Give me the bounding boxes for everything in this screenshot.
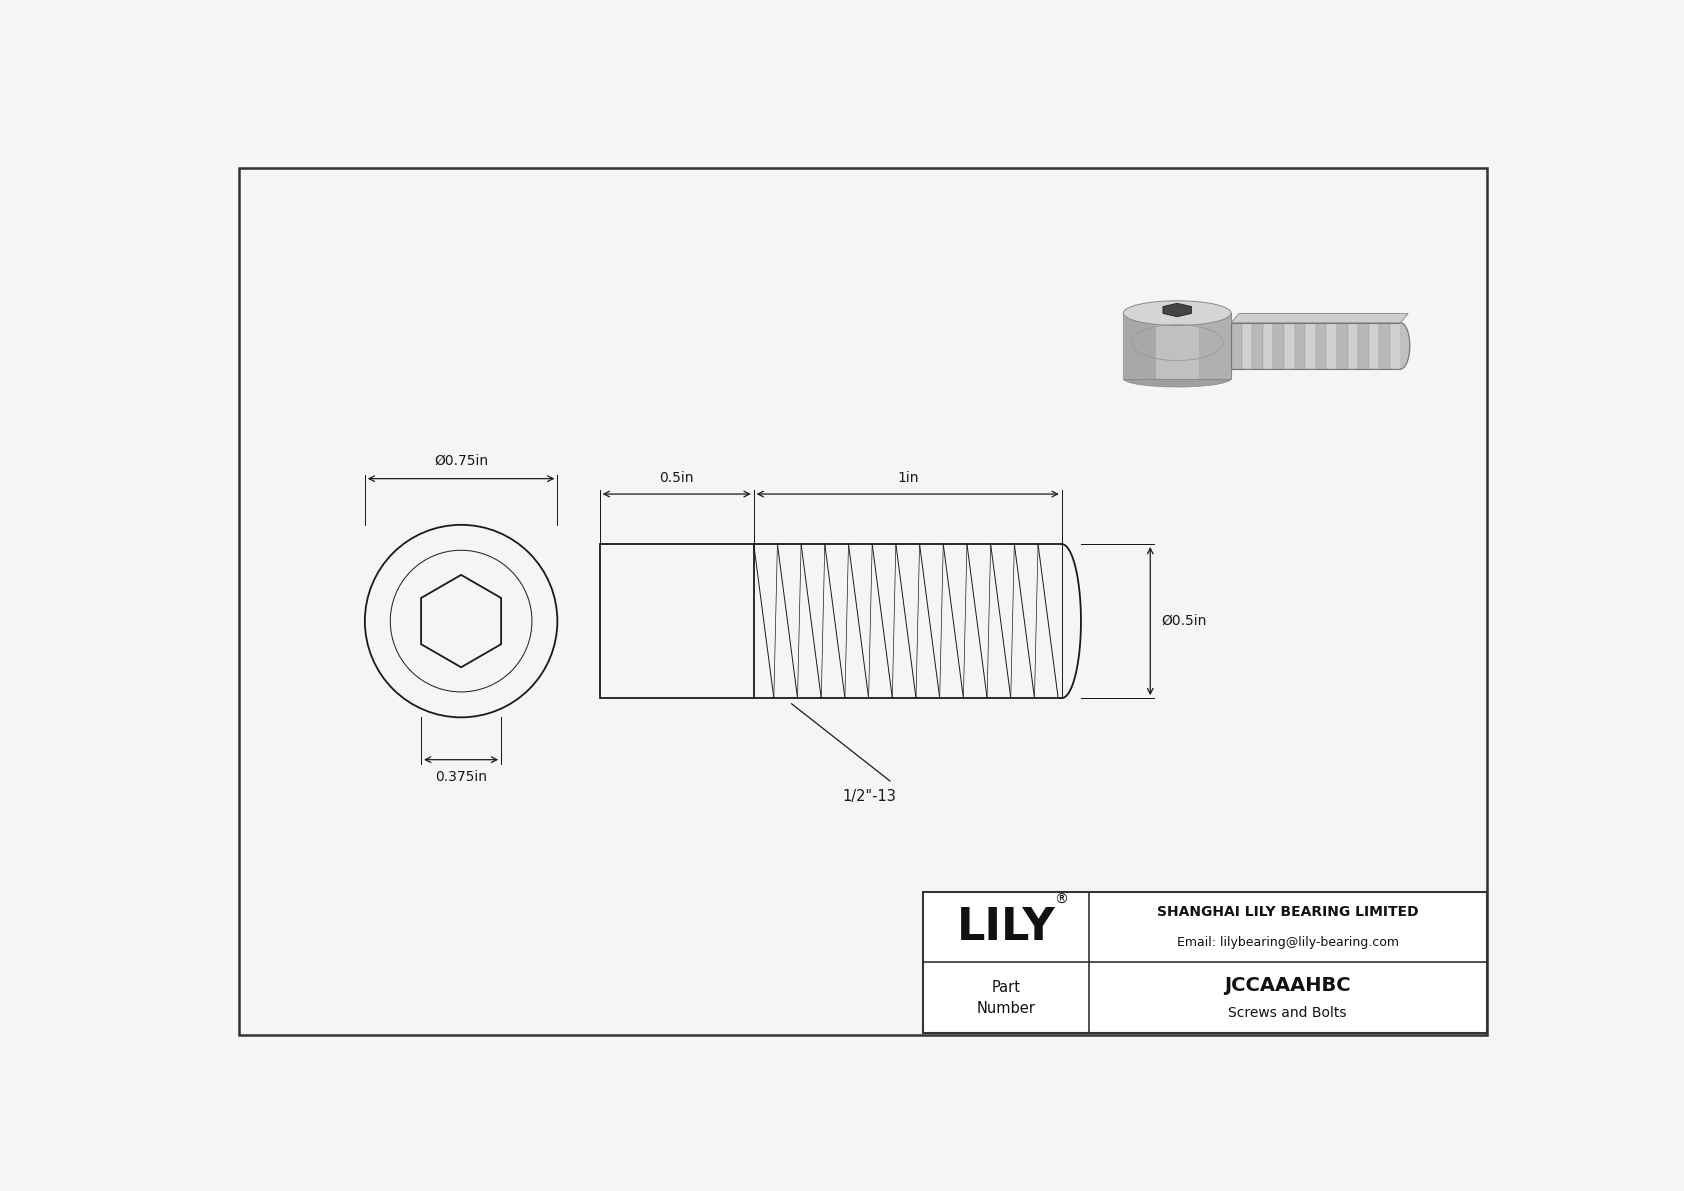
Bar <box>1231 323 1241 369</box>
Bar <box>1241 323 1253 369</box>
Bar <box>1273 323 1283 369</box>
Text: JCCAAAHBC: JCCAAAHBC <box>1224 975 1351 994</box>
Text: 1/2"-13: 1/2"-13 <box>842 788 896 804</box>
Bar <box>1327 323 1337 369</box>
Polygon shape <box>1164 304 1191 317</box>
Bar <box>1123 313 1231 379</box>
Bar <box>923 892 1487 1033</box>
Bar <box>1295 323 1305 369</box>
Bar <box>1305 323 1315 369</box>
Text: Screws and Bolts: Screws and Bolts <box>1228 1006 1347 1019</box>
Bar <box>1253 323 1263 369</box>
Bar <box>1199 313 1231 379</box>
Bar <box>1389 323 1401 369</box>
Text: 1in: 1in <box>898 470 918 485</box>
Bar <box>1231 323 1401 369</box>
Bar <box>1283 323 1295 369</box>
Bar <box>600 544 754 698</box>
Bar <box>1123 313 1155 379</box>
Polygon shape <box>1231 313 1408 323</box>
Ellipse shape <box>1123 370 1231 387</box>
Bar <box>1379 323 1389 369</box>
Bar <box>1337 323 1347 369</box>
Text: Part
Number: Part Number <box>977 980 1036 1016</box>
Bar <box>1315 323 1327 369</box>
Text: ®: ® <box>1054 893 1068 908</box>
Ellipse shape <box>1123 301 1231 325</box>
Text: LILY: LILY <box>957 905 1056 949</box>
Bar <box>1263 323 1273 369</box>
Text: SHANGHAI LILY BEARING LIMITED: SHANGHAI LILY BEARING LIMITED <box>1157 905 1418 918</box>
Bar <box>1359 323 1369 369</box>
Bar <box>1369 323 1379 369</box>
Text: 0.375in: 0.375in <box>434 771 487 785</box>
Polygon shape <box>1401 323 1410 369</box>
Text: Ø0.75in: Ø0.75in <box>434 454 488 468</box>
Text: 0.5in: 0.5in <box>660 470 694 485</box>
Bar <box>1347 323 1359 369</box>
Text: Ø0.5in: Ø0.5in <box>1162 615 1207 628</box>
Text: Email: lilybearing@lily-bearing.com: Email: lilybearing@lily-bearing.com <box>1177 936 1399 949</box>
